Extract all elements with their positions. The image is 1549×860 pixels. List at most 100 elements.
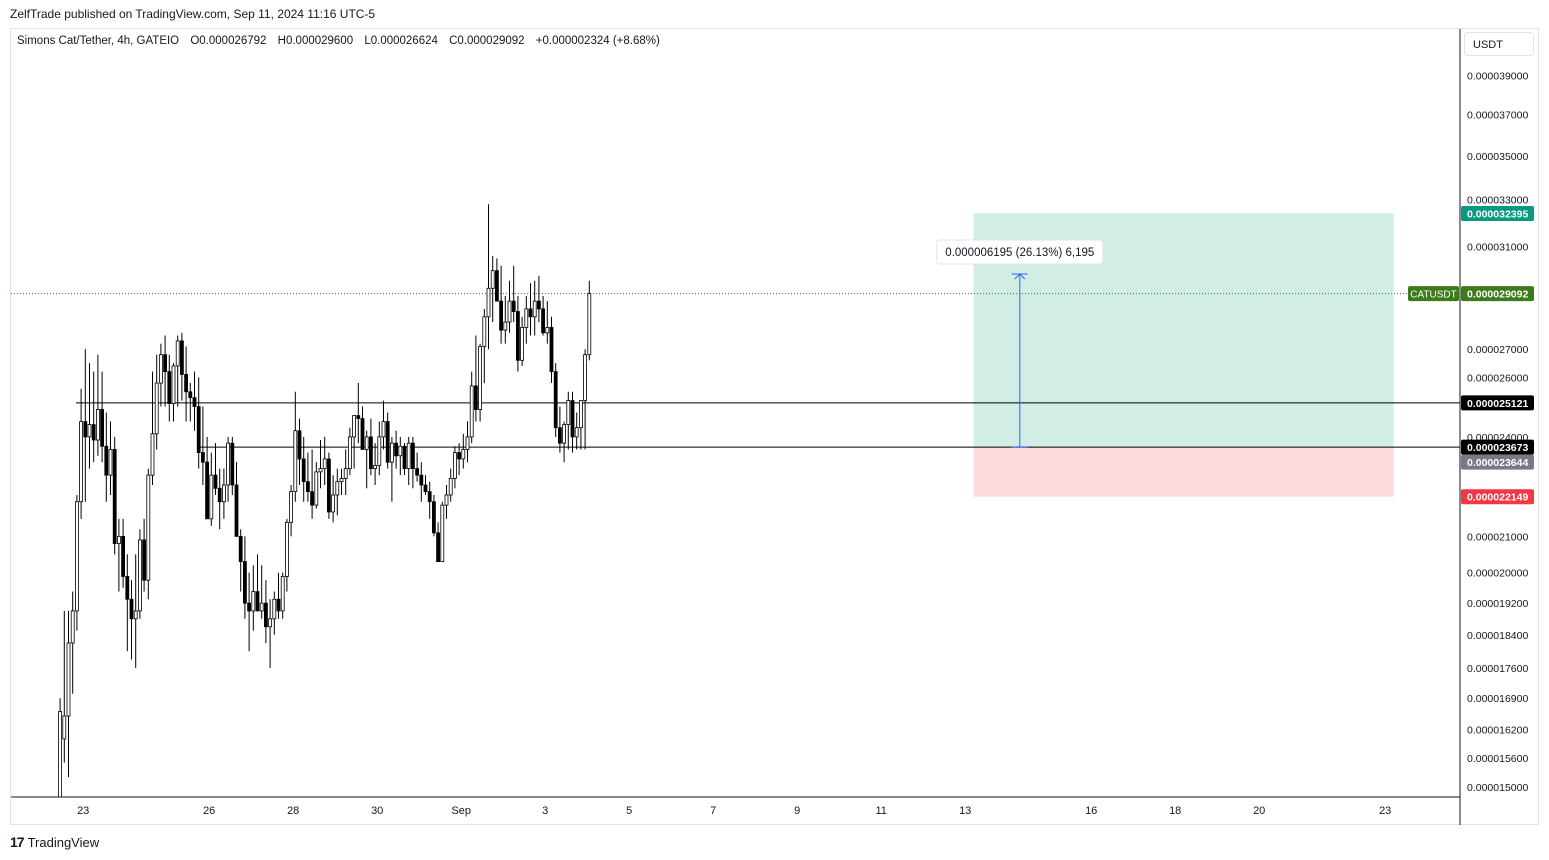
bullish-candle[interactable] [406, 442, 411, 470]
bearish-candle[interactable] [263, 602, 268, 628]
bullish-candle[interactable] [226, 442, 231, 486]
bullish-candle[interactable] [579, 400, 583, 429]
bullish-candle[interactable] [478, 346, 483, 410]
bearish-candle[interactable] [431, 501, 436, 534]
bearish-candle[interactable] [326, 458, 331, 513]
bullish-candle[interactable] [507, 300, 512, 323]
currency-selector[interactable]: USDT [1464, 32, 1534, 56]
symbol-name[interactable]: Simons Cat/Tether, 4h, GATEIO [17, 35, 180, 47]
bullish-candle[interactable] [154, 382, 159, 435]
bearish-candle[interactable] [163, 354, 168, 372]
bullish-candle[interactable] [79, 421, 83, 503]
bearish-candle[interactable] [247, 602, 252, 612]
bullish-candle[interactable] [373, 464, 378, 470]
bullish-candle[interactable] [289, 491, 294, 523]
bullish-candle[interactable] [448, 477, 453, 496]
bearish-candle[interactable] [558, 427, 562, 444]
bearish-candle[interactable] [100, 409, 104, 447]
bullish-candle[interactable] [490, 270, 495, 289]
bearish-candle[interactable] [473, 385, 478, 410]
bearish-candle[interactable] [217, 487, 222, 503]
bullish-candle[interactable] [339, 477, 344, 483]
bearish-candle[interactable] [297, 430, 302, 460]
bearish-candle[interactable] [360, 418, 365, 450]
bullish-candle[interactable] [583, 354, 587, 401]
tradingview-brand[interactable]: TradingView [27, 834, 100, 850]
bullish-candle[interactable] [398, 445, 403, 457]
bearish-candle[interactable] [537, 300, 541, 310]
bearish-candle[interactable] [112, 449, 117, 544]
bearish-candle[interactable] [276, 598, 281, 612]
bearish-candle[interactable] [129, 598, 134, 620]
bearish-candle[interactable] [499, 300, 504, 331]
bearish-candle[interactable] [436, 532, 441, 563]
bullish-candle[interactable] [452, 452, 457, 479]
bullish-candle[interactable] [364, 436, 369, 450]
stop-loss-zone[interactable] [973, 447, 1394, 497]
tradingview-logo-icon[interactable]: 17 [10, 834, 25, 850]
bullish-candle[interactable] [331, 494, 336, 513]
bearish-candle[interactable] [196, 406, 201, 453]
bullish-candle[interactable] [566, 400, 571, 426]
bearish-candle[interactable] [167, 371, 172, 404]
bullish-candle[interactable] [574, 427, 579, 438]
bullish-candle[interactable] [381, 421, 386, 438]
bearish-candle[interactable] [230, 442, 235, 486]
bearish-candle[interactable] [541, 308, 545, 334]
bearish-candle[interactable] [402, 445, 407, 470]
bullish-candle[interactable] [318, 468, 323, 473]
bullish-candle[interactable] [469, 385, 474, 438]
bearish-candle[interactable] [549, 327, 554, 372]
bearish-candle[interactable] [255, 591, 260, 612]
bearish-candle[interactable] [238, 535, 243, 563]
bullish-candle[interactable] [75, 501, 79, 612]
bullish-candle[interactable] [486, 287, 491, 318]
bullish-candle[interactable] [171, 365, 176, 404]
bearish-candle[interactable] [142, 539, 147, 581]
bullish-candle[interactable] [66, 642, 71, 717]
bullish-candle[interactable] [96, 409, 100, 441]
bullish-candle[interactable] [545, 327, 550, 334]
bullish-candle[interactable] [221, 484, 226, 503]
bearish-candle[interactable] [356, 415, 361, 419]
bearish-candle[interactable] [121, 535, 125, 577]
bearish-candle[interactable] [234, 484, 239, 537]
bearish-candle[interactable] [511, 300, 516, 312]
bearish-candle[interactable] [310, 491, 315, 506]
bullish-candle[interactable] [259, 602, 264, 612]
bullish-candle[interactable] [389, 442, 394, 463]
bearish-candle[interactable] [104, 445, 109, 476]
bullish-candle[interactable] [461, 449, 466, 460]
bullish-candle[interactable] [524, 308, 529, 328]
bearish-candle[interactable] [410, 442, 415, 470]
bearish-candle[interactable] [528, 308, 533, 318]
bearish-candle[interactable] [305, 481, 310, 493]
bullish-candle[interactable] [322, 458, 327, 470]
bearish-candle[interactable] [394, 442, 399, 457]
bullish-candle[interactable] [280, 576, 285, 612]
bullish-candle[interactable] [209, 474, 214, 520]
bearish-candle[interactable] [200, 452, 205, 463]
bearish-candle[interactable] [125, 576, 130, 600]
bearish-candle[interactable] [179, 340, 184, 375]
bearish-candle[interactable] [368, 436, 373, 470]
bullish-candle[interactable] [268, 618, 273, 628]
bullish-candle[interactable] [444, 494, 449, 506]
bullish-candle[interactable] [562, 424, 566, 444]
bullish-candle[interactable] [175, 340, 180, 367]
bullish-candle[interactable] [284, 521, 289, 577]
bullish-candle[interactable] [532, 300, 537, 318]
bullish-candle[interactable] [251, 591, 256, 612]
bearish-candle[interactable] [494, 270, 499, 302]
bearish-candle[interactable] [516, 311, 520, 361]
bullish-candle[interactable] [272, 598, 277, 620]
bullish-candle[interactable] [335, 481, 340, 496]
bullish-candle[interactable] [158, 354, 163, 384]
bearish-candle[interactable] [205, 461, 210, 520]
bearish-candle[interactable] [301, 458, 306, 483]
bullish-candle[interactable] [347, 436, 352, 470]
bullish-candle[interactable] [482, 316, 487, 347]
bullish-candle[interactable] [343, 468, 348, 479]
bullish-candle[interactable] [108, 449, 113, 476]
